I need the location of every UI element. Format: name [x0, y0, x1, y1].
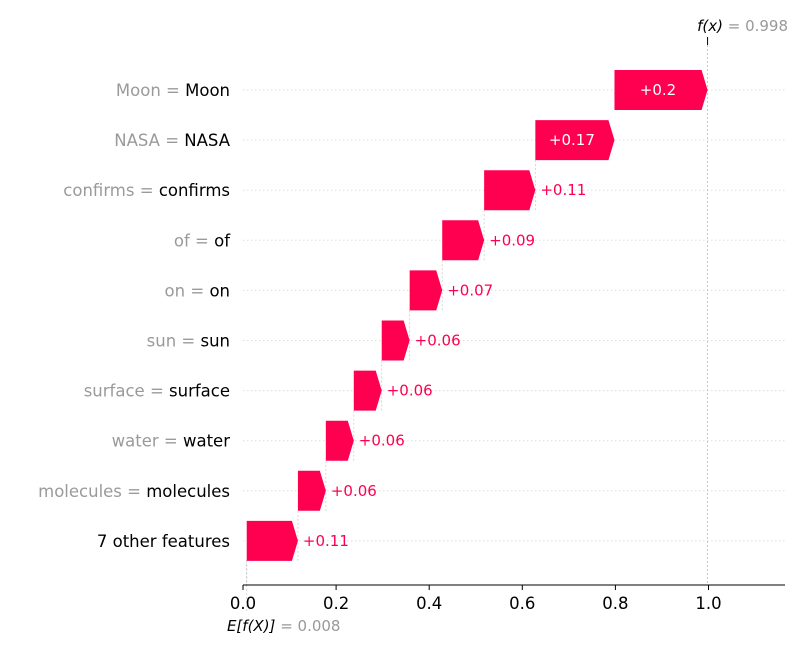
ex-label-text: E[f(X)]: [227, 617, 276, 635]
feature-equals: =: [176, 332, 200, 351]
feature-label: of = of: [174, 231, 231, 250]
feature-name: of: [174, 231, 195, 250]
bar-confirms: [484, 170, 536, 211]
value-label: +0.2: [640, 81, 676, 99]
feature-equals: =: [195, 231, 214, 250]
feature-equals: =: [150, 382, 169, 401]
bar-water: [325, 420, 354, 461]
x-tick-label: 0.4: [416, 594, 442, 613]
feature-name: NASA: [114, 131, 165, 150]
feature-value: surface: [169, 382, 230, 401]
feature-label: sun = sun: [147, 332, 230, 351]
feature-value: water: [183, 432, 230, 451]
bar-Moon: [614, 70, 708, 110]
fx-label: f(x) = 0.998: [697, 17, 788, 35]
fx-annotation: f(x) = 0.998: [697, 17, 788, 45]
x-tick-label: 0.2: [323, 594, 349, 613]
value-label: +0.17: [549, 131, 595, 149]
value-label: +0.06: [331, 482, 377, 500]
feature-label: Moon = Moon: [116, 81, 230, 100]
feature-value: confirms: [159, 181, 230, 200]
bar-surface: [353, 370, 382, 411]
bar-on: [409, 270, 443, 311]
x-ticks: 0.0 0.2 0.4 0.6 0.8 1.0: [230, 585, 722, 613]
feature-name: surface: [84, 382, 150, 401]
feature-label: 7 other features: [97, 532, 230, 551]
feature-name: water: [112, 432, 164, 451]
bar-of: [442, 220, 485, 261]
feature-value: sun: [200, 332, 230, 351]
feature-label: confirms = confirms: [63, 181, 230, 200]
feature-value: on: [209, 281, 230, 300]
feature-name: confirms: [63, 181, 139, 200]
feature-equals: =: [127, 482, 146, 501]
bar-sun: [381, 320, 410, 361]
x-tick-label: 0.6: [509, 594, 535, 613]
value-label: +0.06: [415, 332, 461, 350]
ex-annotation: E[f(X)] = 0.008: [227, 617, 341, 635]
value-label: +0.06: [359, 432, 405, 450]
value-label: +0.07: [447, 281, 493, 299]
feature-label: on = on: [165, 281, 230, 300]
ex-equals: =: [280, 617, 297, 635]
feature-equals: =: [165, 131, 184, 150]
value-label: +0.11: [540, 181, 586, 199]
ex-value: 0.008: [298, 617, 341, 635]
feature-equals: =: [164, 432, 183, 451]
feature-equals: =: [140, 181, 159, 200]
feature-name: on: [165, 281, 191, 300]
bar-layer: +0.2 +0.17 +0.11 +0.09 +0.07 +0.06 +0.06 +0.06 +…: [246, 70, 708, 561]
x-tick-label: 0.8: [602, 594, 628, 613]
value-label: +0.06: [387, 382, 433, 400]
feature-label: NASA = NASA: [114, 131, 230, 150]
bar-NASA: [535, 120, 615, 161]
grid-layer: [243, 45, 785, 585]
bar-other-features: [246, 520, 298, 561]
feature-equals: =: [190, 281, 209, 300]
feature-name: sun: [147, 332, 177, 351]
fx-value: 0.998: [745, 17, 788, 35]
feature-name: molecules: [38, 482, 127, 501]
feature-value: NASA: [184, 131, 230, 150]
feature-label: surface = surface: [84, 382, 230, 401]
feature-label: water = water: [112, 432, 231, 451]
other-features-label: 7 other features: [97, 532, 230, 551]
fx-equals: =: [728, 17, 745, 35]
feature-name: Moon: [116, 81, 161, 100]
value-label: +0.11: [303, 532, 349, 550]
connector-layer: [246, 160, 536, 611]
fx-label-text: f(x): [697, 17, 723, 35]
bar-molecules: [297, 470, 326, 511]
feature-value: of: [214, 231, 231, 250]
feature-value: molecules: [146, 482, 230, 501]
label-layer: Moon = Moon NASA = NASA confirms = confirm…: [38, 81, 231, 551]
feature-equals: =: [161, 81, 185, 100]
x-tick-label: 0.0: [230, 594, 256, 613]
ex-label: E[f(X)] = 0.008: [227, 617, 341, 635]
feature-label: molecules = molecules: [38, 482, 230, 501]
value-label: +0.09: [489, 231, 535, 249]
feature-value: Moon: [185, 81, 230, 100]
x-tick-label: 1.0: [695, 594, 721, 613]
